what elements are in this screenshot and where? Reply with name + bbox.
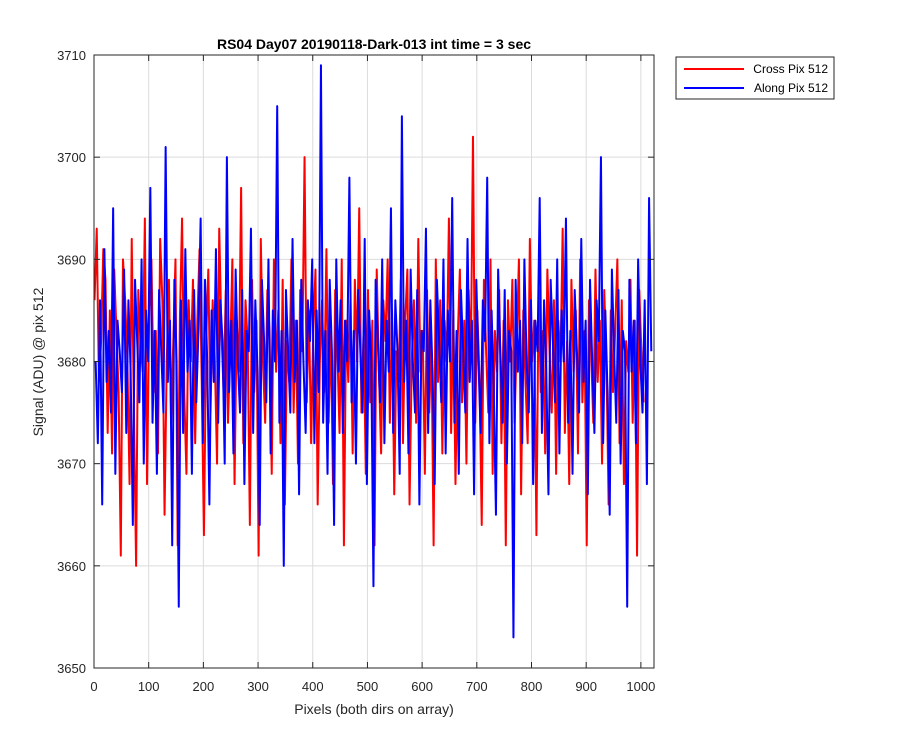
x-axis-ticks: 0 100 200 300 400 500 600 700 800 900 1000 — [90, 55, 655, 694]
x-axis-label: Pixels (both dirs on array) — [294, 701, 454, 717]
x-tick-label: 200 — [193, 679, 215, 694]
y-tick-label: 3690 — [57, 252, 86, 267]
y-tick-label: 3670 — [57, 457, 86, 472]
x-tick-label: 100 — [138, 679, 160, 694]
legend-label-cross-pix-512: Cross Pix 512 — [753, 62, 828, 76]
y-axis-ticks: 3650 3660 3670 3680 3690 3700 3710 — [57, 48, 654, 676]
y-tick-label: 3660 — [57, 559, 86, 574]
x-tick-label: 500 — [357, 679, 379, 694]
x-tick-label: 300 — [247, 679, 269, 694]
x-tick-label: 800 — [521, 679, 543, 694]
x-tick-label: 400 — [302, 679, 324, 694]
legend-box — [675, 56, 835, 100]
x-tick-label: 900 — [575, 679, 597, 694]
x-tick-label: 1000 — [626, 679, 655, 694]
legend-label-along-pix-512: Along Pix 512 — [754, 81, 828, 95]
y-tick-label: 3710 — [57, 48, 86, 63]
y-tick-label: 3680 — [57, 355, 86, 370]
x-tick-label: 700 — [466, 679, 488, 694]
series-line-along-pix-512 — [94, 64, 653, 639]
y-axis-label: Signal (ADU) @ pix 512 — [30, 287, 46, 436]
x-tick-label: 0 — [90, 679, 97, 694]
y-tick-label: 3650 — [57, 661, 86, 676]
chart-title: RS04 Day07 20190118-Dark-013 int time = … — [217, 36, 531, 52]
x-tick-label: 600 — [411, 679, 433, 694]
y-tick-label: 3700 — [57, 150, 86, 165]
legend: Cross Pix 512 Along Pix 512 — [675, 56, 835, 100]
